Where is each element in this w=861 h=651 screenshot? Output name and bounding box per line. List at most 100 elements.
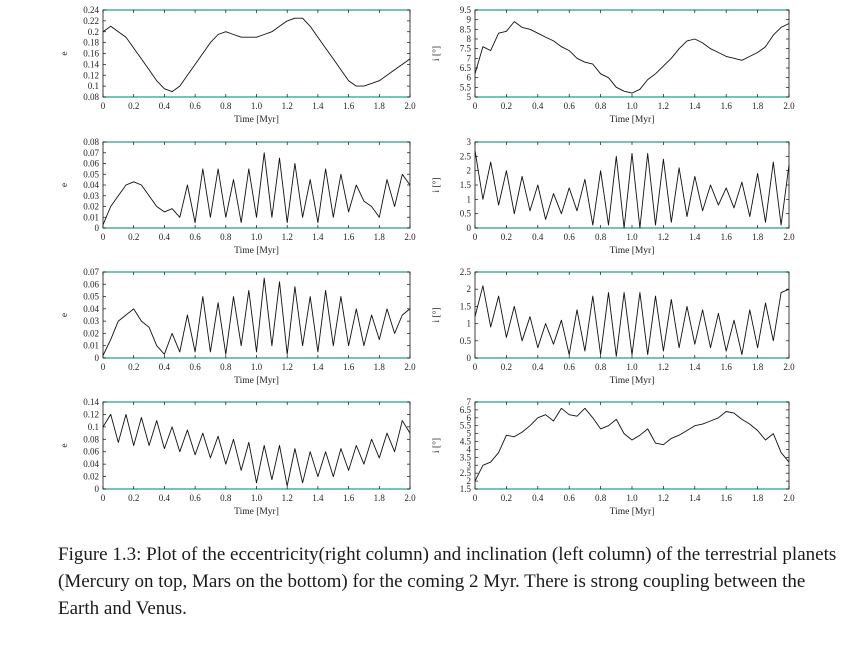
panel-2-ytick-label: 6 [467,73,472,83]
panel-7-ytick-label: 0.14 [83,397,99,407]
panel-8-xtick-label: 1.2 [658,493,669,503]
panel-1-xtick-label: 0.8 [220,101,232,111]
figure-plots: 0 0.2 0.4 0.6 0.8 1.0 1.2 1.4 1.6 1.8 2.00.080.10.… [60,5,795,517]
panel-2-xlabel: Time [Myr] [610,115,655,125]
panel-4-ytick-label: 0 [467,223,472,233]
panel-4-xtick-label: 1.6 [721,232,733,242]
panel-1-ytick-label: 0.14 [83,59,99,69]
panel-3-xtick-label: 0.6 [189,232,201,242]
panel-3-ytick-label: 0.06 [83,159,99,169]
panel-6-xtick-label: 2.0 [783,362,795,372]
panel-5-xtick-label: 0.6 [189,362,201,372]
panel-1-ylabel: e [60,51,70,55]
panel-3-xtick-label: 1.6 [343,232,355,242]
panel-5-xtick-label: 0 [101,362,106,372]
panel-2-xtick-label: 0.6 [564,101,576,111]
panel-7-ytick-label: 0.02 [83,472,99,482]
panel-1-frame [102,9,411,98]
panel-3-xtick-label: 0.8 [220,232,232,242]
panel-1-series-line [102,17,411,93]
figure: 0 0.2 0.4 0.6 0.8 1.0 1.2 1.4 1.6 1.8 2.0 0.08 0.1 0.… [60,5,795,517]
panel-8-ytick-label: 6.5 [460,405,472,415]
panel-3-ytick-label: 0.08 [83,137,99,147]
panel-2-ytick-label: 5 [467,92,472,102]
panel-7-xtick-label: 0 [101,493,106,503]
panel-1-ytick-label: 0.2 [88,27,99,37]
panel-8-ytick-label: 4 [467,444,472,454]
panel-6-xtick-label: 1.0 [626,362,638,372]
panel-4-ytick-label: 1 [467,194,472,204]
panel-1-xtick-label: 0.2 [128,101,139,111]
panel-4-xlabel: Time [Myr] [610,246,655,256]
panel-2-ylabel: i [°] [431,46,442,61]
panel-5-xtick-label: 0.2 [128,362,139,372]
panel-2-ytick-label: 9 [467,15,472,25]
panel-7-xtick-label: 1.2 [282,493,293,503]
panel-1-ytick-label: 0.22 [83,16,99,26]
panel-6-xtick-label: 1.4 [689,362,701,372]
panel-8-xtick-label: 1.8 [752,493,764,503]
panel-1-ytick-label: 0.24 [83,5,99,15]
panel-6-series-line [474,285,790,357]
panel-6-xtick-label: 0.2 [501,362,512,372]
panel-4-xtick-label: 2.0 [783,232,795,242]
panel-1-ytick-label: 0.08 [83,92,99,102]
panel-4-ytick-label: 3 [467,137,472,147]
panel-5-ytick-label: 0.05 [83,292,99,302]
panel-4-xtick-label: 0 [473,232,478,242]
panel-4-xtick-label: 1.2 [658,232,669,242]
panel-5-xtick-label: 1.6 [343,362,355,372]
panel-7-xtick-label: 0.4 [159,493,171,503]
panel-6-ylabel: i [°] [431,307,442,322]
panel-8-xtick-label: 2.0 [783,493,795,503]
panel-6-frame [474,271,790,359]
panel-1-ytick-label: 0.16 [83,49,99,59]
panel-5-ytick-label: 0.06 [83,279,99,289]
panel-3-xtick-label: 1.0 [251,232,263,242]
panel-5-ytick-label: 0 [95,353,100,363]
panel-2-xtick-label: 0 [473,101,478,111]
panel-7-ytick-label: 0.04 [83,459,99,469]
panel-2-ytick-label: 6.5 [460,63,472,73]
panel-2-ytick-label: 7.5 [460,44,472,54]
panel-3-xtick-label: 2.0 [404,232,416,242]
panel-4-xtick-label: 0.4 [532,232,544,242]
panel-2-ytick-label: 8 [467,34,472,44]
panel-6-ytick-label: 2.5 [460,267,472,277]
panel-3-ytick-label: 0.07 [83,148,99,158]
panel-8-frame [474,401,790,490]
panel-1-xtick-label: 1.2 [282,101,293,111]
panel-3-xtick-label: 1.2 [282,232,293,242]
panel-2-xtick-label: 2.0 [783,101,795,111]
panel-4-ytick-label: 2 [467,166,472,176]
panel-1-ytick-label: 0.18 [83,38,99,48]
panel-7-ytick-label: 0.06 [83,447,99,457]
panel-8-xtick-label: 1.0 [626,493,638,503]
panel-8-ytick-label: 7 [467,397,472,407]
panel-4-ytick-label: 2.5 [460,151,472,161]
panel-1-xtick-label: 1.0 [251,101,263,111]
panel-1-xtick-label: 2.0 [404,101,416,111]
panel-7-ytick-label: 0.12 [83,409,99,419]
panel-3-ytick-label: 0.05 [83,169,99,179]
panel-8-series-line [474,407,790,482]
panel-5-series-line [102,277,411,356]
panel-8-ytick-label: 3 [467,460,472,470]
panel-1-ytick-label: 0.1 [88,81,99,91]
panel-3-ytick-label: 0 [95,223,100,233]
panel-8-ytick-label: 5.5 [460,421,472,431]
panel-7-xtick-label: 2.0 [404,493,416,503]
panel-8-xtick-label: 1.4 [689,493,701,503]
panel-2-ytick-label: 7 [467,53,472,63]
panel-5-ytick-label: 0.03 [83,316,99,326]
panel-6-ytick-label: 0.5 [460,336,472,346]
panel-4-xtick-label: 1.0 [626,232,638,242]
panel-2-ytick-label: 9.5 [460,5,472,15]
panel-6-ytick-label: 2 [467,284,472,294]
panel-3-ytick-label: 0.03 [83,191,99,201]
panel-8-ytick-label: 6 [467,413,472,423]
panel-7-xtick-label: 1.8 [374,493,386,503]
panel-5-xtick-label: 1.8 [374,362,386,372]
panel-6-xtick-label: 0.4 [532,362,544,372]
panel-3-ytick-label: 0.01 [83,212,99,222]
